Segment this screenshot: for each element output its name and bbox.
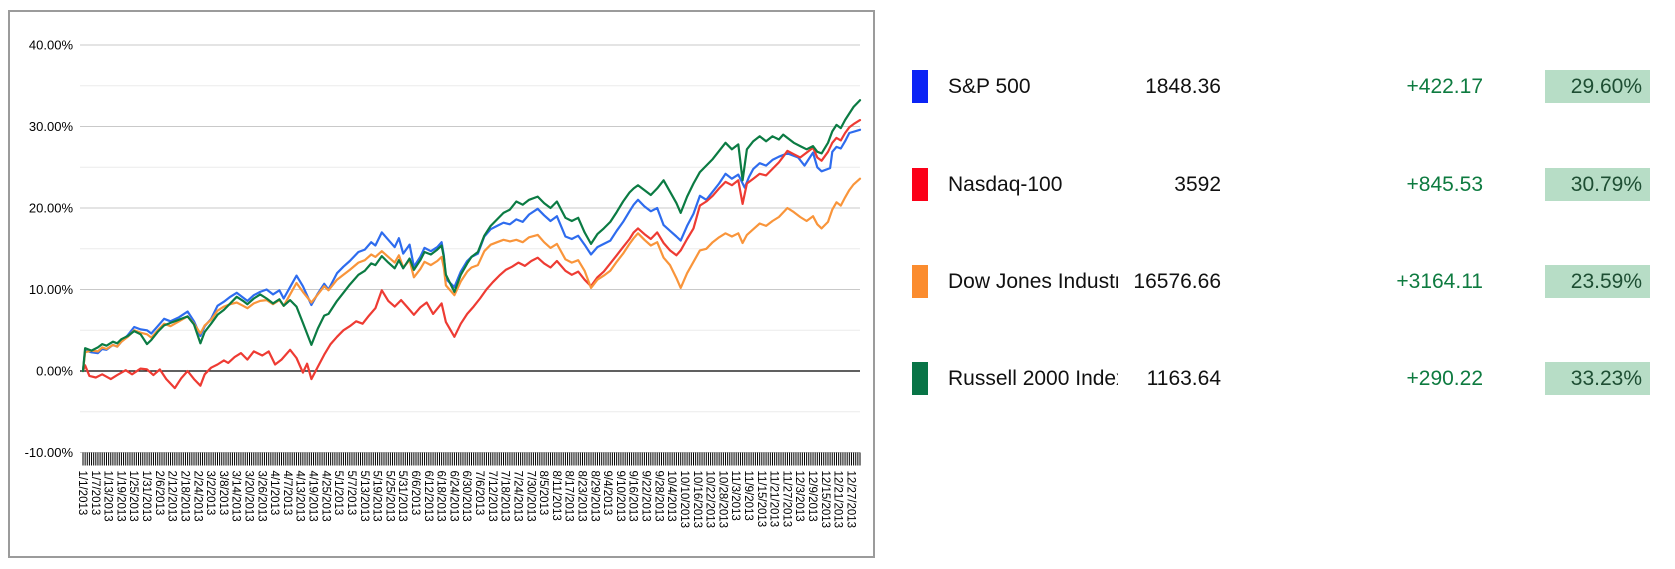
pct-badge: 23.59% xyxy=(1545,265,1650,298)
index-change: +422.17 xyxy=(1406,75,1484,98)
svg-text:1/7/2013: 1/7/2013 xyxy=(89,471,101,516)
svg-text:12/27/2013: 12/27/2013 xyxy=(844,471,856,529)
svg-text:12/21/2013: 12/21/2013 xyxy=(832,471,844,529)
svg-text:8/23/2013: 8/23/2013 xyxy=(576,471,588,522)
svg-text:3/8/2013: 3/8/2013 xyxy=(217,471,229,516)
svg-text:1/25/2013: 1/25/2013 xyxy=(127,471,139,522)
svg-text:1/19/2013: 1/19/2013 xyxy=(114,471,126,522)
svg-text:3/26/2013: 3/26/2013 xyxy=(255,471,267,522)
svg-text:7/18/2013: 7/18/2013 xyxy=(499,471,511,522)
svg-text:8/29/2013: 8/29/2013 xyxy=(588,471,600,522)
svg-text:4/19/2013: 4/19/2013 xyxy=(307,471,319,522)
legend-row-russell2000[interactable]: Russell 2000 Index 1163.64 +290.22 33.23… xyxy=(900,362,1675,395)
index-value: 3592 xyxy=(1174,173,1221,196)
index-name: Russell 2000 Index xyxy=(948,367,1118,390)
svg-text:3/2/2013: 3/2/2013 xyxy=(204,471,216,516)
svg-text:20.00%: 20.00% xyxy=(29,201,74,216)
svg-text:11/15/2013: 11/15/2013 xyxy=(755,471,767,528)
legend-panel: S&P 500 1848.36 +422.17 29.60% Nasdaq-10… xyxy=(900,0,1675,569)
pct-badge: 30.79% xyxy=(1545,168,1650,201)
svg-text:12/9/2013: 12/9/2013 xyxy=(806,471,818,522)
svg-text:5/25/2013: 5/25/2013 xyxy=(383,471,395,522)
svg-text:10/22/2013: 10/22/2013 xyxy=(704,471,716,529)
svg-text:8/17/2013: 8/17/2013 xyxy=(563,471,575,522)
svg-text:1/31/2013: 1/31/2013 xyxy=(140,471,152,522)
svg-text:7/24/2013: 7/24/2013 xyxy=(511,471,523,522)
svg-text:6/24/2013: 6/24/2013 xyxy=(447,471,459,522)
index-value: 1848.36 xyxy=(1145,75,1221,98)
svg-text:4/7/2013: 4/7/2013 xyxy=(281,471,293,516)
svg-text:5/1/2013: 5/1/2013 xyxy=(332,471,344,516)
svg-text:6/12/2013: 6/12/2013 xyxy=(422,471,434,522)
series-color-swatch xyxy=(912,168,928,201)
svg-text:2/24/2013: 2/24/2013 xyxy=(191,471,203,522)
svg-text:1/13/2013: 1/13/2013 xyxy=(102,471,114,522)
index-change: +3164.11 xyxy=(1396,270,1483,293)
svg-text:4/13/2013: 4/13/2013 xyxy=(294,471,306,522)
svg-text:10/28/2013: 10/28/2013 xyxy=(716,471,728,529)
svg-text:5/7/2013: 5/7/2013 xyxy=(345,471,357,516)
svg-text:10.00%: 10.00% xyxy=(29,282,74,297)
svg-text:7/30/2013: 7/30/2013 xyxy=(524,471,536,522)
svg-text:2/12/2013: 2/12/2013 xyxy=(166,471,178,522)
svg-text:12/15/2013: 12/15/2013 xyxy=(819,471,831,529)
svg-text:4/1/2013: 4/1/2013 xyxy=(268,471,280,516)
svg-text:9/4/2013: 9/4/2013 xyxy=(601,471,613,516)
svg-text:9/10/2013: 9/10/2013 xyxy=(614,471,626,522)
svg-text:3/20/2013: 3/20/2013 xyxy=(243,471,255,522)
index-value: 16576.66 xyxy=(1133,270,1221,293)
legend-row-dowjones[interactable]: Dow Jones Industrial A 16576.66 +3164.11… xyxy=(900,265,1675,298)
svg-text:2/18/2013: 2/18/2013 xyxy=(178,471,190,522)
index-change: +290.22 xyxy=(1406,367,1484,390)
svg-text:11/21/2013: 11/21/2013 xyxy=(768,471,780,528)
svg-text:10/16/2013: 10/16/2013 xyxy=(691,471,703,529)
svg-text:7/6/2013: 7/6/2013 xyxy=(473,471,485,516)
series-color-swatch xyxy=(912,362,928,395)
chart-svg: 40.00% 30.00% 20.00% 10.00% 0.00% -10.00%1/1/… xyxy=(25,38,862,529)
index-name: Dow Jones Industrial A xyxy=(948,270,1118,293)
series-color-swatch xyxy=(912,265,928,298)
svg-text:5/31/2013: 5/31/2013 xyxy=(396,471,408,522)
svg-text:10/4/2013: 10/4/2013 xyxy=(665,471,677,522)
svg-text:5/13/2013: 5/13/2013 xyxy=(358,471,370,522)
svg-text:6/30/2013: 6/30/2013 xyxy=(460,471,472,522)
svg-text:10/10/2013: 10/10/2013 xyxy=(678,471,690,529)
svg-text:8/5/2013: 8/5/2013 xyxy=(537,471,549,516)
index-name: S&P 500 xyxy=(948,75,1031,98)
svg-text:9/22/2013: 9/22/2013 xyxy=(640,471,652,522)
pct-badge: 33.23% xyxy=(1545,362,1650,395)
index-name: Nasdaq-100 xyxy=(948,173,1063,196)
svg-text:0.00%: 0.00% xyxy=(36,364,73,379)
svg-text:11/9/2013: 11/9/2013 xyxy=(742,471,754,521)
svg-text:6/18/2013: 6/18/2013 xyxy=(435,471,447,522)
svg-text:6/6/2013: 6/6/2013 xyxy=(409,471,421,516)
svg-text:3/14/2013: 3/14/2013 xyxy=(230,471,242,522)
svg-text:-10.00%: -10.00% xyxy=(25,445,74,460)
svg-text:11/3/2013: 11/3/2013 xyxy=(729,471,741,521)
svg-text:12/3/2013: 12/3/2013 xyxy=(793,471,805,522)
svg-text:8/11/2013: 8/11/2013 xyxy=(550,471,562,521)
pct-badge: 29.60% xyxy=(1545,70,1650,103)
svg-text:30.00%: 30.00% xyxy=(29,119,74,134)
legend-row-sp500[interactable]: S&P 500 1848.36 +422.17 29.60% xyxy=(900,70,1675,103)
svg-text:7/12/2013: 7/12/2013 xyxy=(486,471,498,522)
svg-text:9/28/2013: 9/28/2013 xyxy=(652,471,664,522)
legend-row-nasdaq100[interactable]: Nasdaq-100 3592 +845.53 30.79% xyxy=(900,168,1675,201)
svg-text:5/19/2013: 5/19/2013 xyxy=(371,471,383,522)
index-value: 1163.64 xyxy=(1146,367,1221,390)
index-change: +845.53 xyxy=(1406,173,1484,196)
svg-text:4/25/2013: 4/25/2013 xyxy=(319,471,331,522)
svg-text:2/6/2013: 2/6/2013 xyxy=(153,471,165,516)
chart-card[interactable]: 40.00% 30.00% 20.00% 10.00% 0.00% -10.00% 1/1/… xyxy=(8,10,875,558)
series-color-swatch xyxy=(912,70,928,103)
svg-text:9/16/2013: 9/16/2013 xyxy=(627,471,639,522)
svg-text:40.00%: 40.00% xyxy=(29,38,74,53)
svg-text:1/1/2013: 1/1/2013 xyxy=(76,471,88,516)
svg-text:11/27/2013: 11/27/2013 xyxy=(780,471,792,528)
